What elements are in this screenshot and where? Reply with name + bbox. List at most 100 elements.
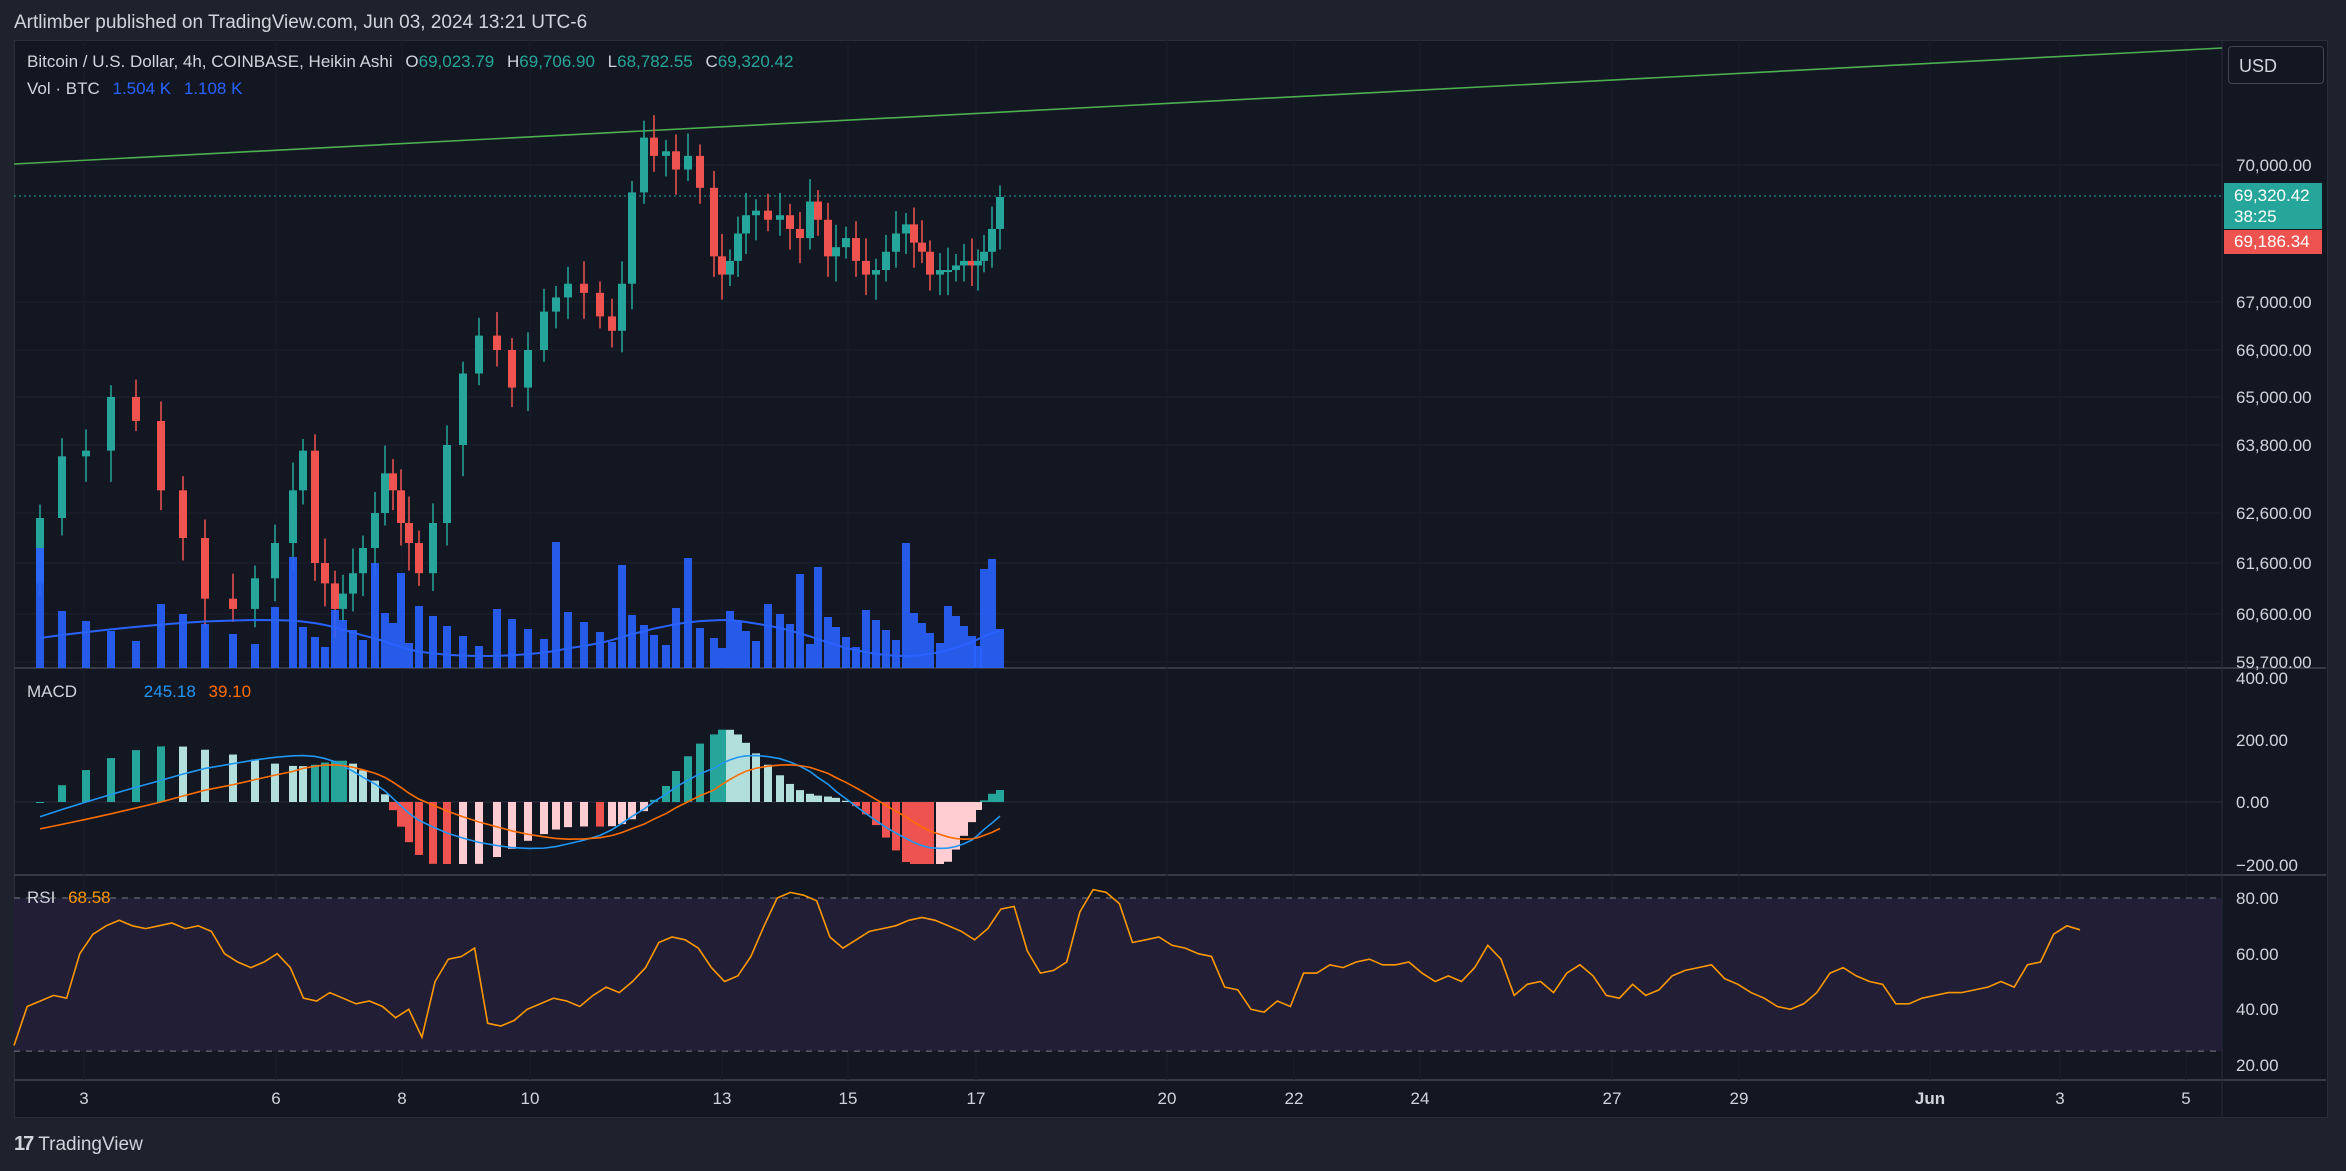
rsi-label: RSI: [27, 888, 56, 907]
volume-bar: [842, 637, 850, 668]
volume-bar: [459, 636, 467, 668]
price-tick-label: 62,600.00: [2236, 504, 2312, 523]
macd-histogram-bar: [371, 780, 379, 802]
candle-body: [996, 196, 1004, 229]
volume-bar: [289, 557, 297, 668]
volume-bar: [331, 610, 339, 668]
macd-histogram-bar: [475, 802, 483, 864]
macd-histogram-bar: [580, 802, 588, 827]
volume-bar: [107, 631, 115, 668]
candle-body: [640, 137, 648, 193]
candle-body: [339, 593, 347, 609]
macd-histogram-bar: [742, 742, 750, 802]
signal-line: [39, 764, 1001, 840]
macd-value: 245.18: [143, 682, 196, 701]
high-value: 69,706.90: [519, 52, 595, 71]
rsi-tick-label: 60.00: [2236, 945, 2279, 964]
volume-bar: [786, 624, 794, 668]
open-label: O: [405, 52, 419, 71]
candle-body: [988, 228, 996, 252]
volume-bar: [752, 641, 760, 668]
candle-body: [806, 201, 814, 239]
volume-bar: [960, 626, 968, 668]
trendline: [13, 47, 2223, 165]
candle-body: [397, 490, 405, 523]
macd-histogram-bar: [229, 754, 237, 802]
candle-body: [814, 201, 822, 220]
macd-histogram-bar: [524, 802, 532, 841]
volume-bar: [524, 629, 532, 668]
volume-bar: [405, 643, 413, 668]
macd-histogram-bar: [988, 793, 996, 802]
volume-ma-line: [39, 619, 1001, 658]
candle-body: [696, 155, 704, 188]
volume-bar: [564, 612, 572, 668]
macd-histogram-bar: [251, 759, 259, 802]
macd-histogram-bar: [311, 764, 319, 802]
tradingview-brand[interactable]: 17 TradingView: [14, 1133, 143, 1156]
candle-body: [349, 573, 357, 594]
candle-body: [902, 224, 910, 234]
macd-label: MACD: [27, 682, 78, 701]
macd-histogram-bar: [832, 797, 840, 802]
time-tick-label: 8: [397, 1089, 406, 1108]
volume-bar: [734, 621, 742, 668]
volume-bar: [82, 621, 90, 668]
macd-histogram-bar: [271, 763, 279, 802]
volume-bar: [974, 646, 982, 668]
candle-body: [596, 292, 604, 317]
symbol-label: Bitcoin / U.S. Dollar, 4h, COINBASE, Hei…: [27, 52, 393, 71]
volume-bar: [696, 628, 704, 668]
candle-body: [107, 397, 115, 451]
volume-bar: [251, 644, 259, 668]
macd-histogram-bar: [776, 775, 784, 802]
macd-histogram-bar: [910, 802, 918, 864]
time-tick-label: 5: [2181, 1089, 2190, 1108]
volume-bar: [726, 611, 734, 668]
volume-bar: [132, 641, 140, 668]
rsi-tick-label: 80.00: [2236, 889, 2279, 908]
candle-body: [824, 219, 832, 257]
candle-body: [540, 311, 548, 350]
candle-body: [58, 456, 66, 518]
candle-body: [918, 242, 926, 252]
volume-bar: [718, 648, 726, 668]
macd-histogram-bar: [540, 802, 548, 835]
candle-body: [179, 490, 187, 538]
candle-body: [952, 265, 960, 271]
time-tick-label: 17: [967, 1089, 986, 1108]
currency-button[interactable]: USD: [2228, 46, 2324, 84]
macd-histogram-bar: [764, 764, 772, 802]
main-legend: Bitcoin / U.S. Dollar, 4h, COINBASE, Hei…: [27, 52, 793, 72]
sell-price-tag: 69,186.34: [2224, 230, 2322, 254]
macd-histogram-bar: [734, 734, 742, 802]
macd-histogram-bar: [882, 802, 890, 838]
macd-histogram-bar: [726, 729, 734, 802]
volume-bar: [397, 573, 405, 668]
candle-body: [910, 224, 918, 243]
time-tick-label: 3: [2055, 1089, 2064, 1108]
candle-body: [415, 543, 423, 574]
candle-body: [321, 563, 329, 584]
candle-body: [405, 523, 413, 543]
time-tick-label: 13: [713, 1089, 732, 1108]
candle-body: [628, 192, 636, 284]
macd-histogram-bar: [132, 750, 140, 802]
candle-body: [796, 228, 804, 239]
macd-histogram-bar: [299, 766, 307, 802]
rsi-line: [13, 888, 2081, 1046]
macd-histogram-bar: [936, 802, 944, 864]
volume-bar: [684, 558, 692, 668]
volume-bar: [415, 606, 423, 668]
candle-body: [842, 238, 850, 248]
volume-bar: [806, 644, 814, 668]
macd-legend: MACD 245.18 39.10: [27, 682, 251, 702]
volume-bar: [628, 615, 636, 668]
candle-body: [618, 283, 626, 331]
price-tick-label: 66,000.00: [2236, 341, 2312, 360]
macd-histogram-bar: [429, 802, 437, 864]
macd-histogram-bar: [872, 802, 880, 826]
time-tick-label: 29: [1730, 1089, 1749, 1108]
volume-bar: [852, 647, 860, 668]
